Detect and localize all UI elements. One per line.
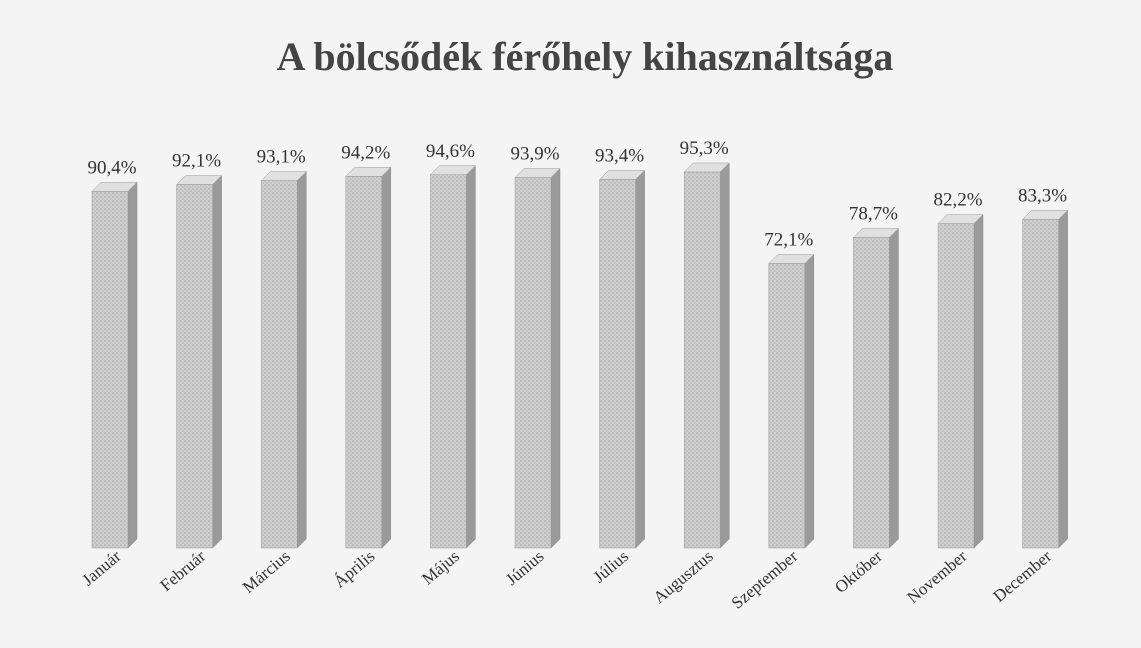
value-label: 82,2%	[933, 190, 982, 211]
bar	[260, 180, 298, 549]
bar-side	[973, 214, 984, 549]
bar-side	[466, 165, 476, 549]
value-label: 93,1%	[257, 147, 306, 168]
value-label: 92,1%	[172, 151, 221, 172]
bar	[683, 171, 721, 549]
chart-title: A bölcsődék férőhely kihasználtsága	[277, 34, 894, 79]
bar	[345, 176, 383, 549]
value-label: 95,3%	[680, 138, 729, 159]
value-label: 94,6%	[426, 141, 475, 162]
value-label: 83,3%	[1018, 185, 1067, 206]
bar	[937, 223, 975, 549]
bar	[768, 263, 806, 549]
bar-side	[1058, 209, 1068, 549]
value-label: 78,7%	[849, 203, 898, 224]
bar-side	[381, 166, 392, 549]
bar	[599, 179, 636, 549]
bar-side	[127, 181, 138, 549]
bar-side	[804, 253, 815, 549]
value-label: 90,4%	[87, 157, 136, 178]
value-label: 93,4%	[595, 145, 644, 166]
bar-side	[889, 227, 899, 549]
value-label: 72,1%	[764, 230, 813, 251]
bar	[91, 191, 129, 549]
bar-side	[635, 169, 645, 549]
bar-side	[296, 171, 307, 549]
value-label: 94,2%	[341, 142, 390, 163]
bar	[853, 237, 890, 549]
bar	[430, 174, 467, 549]
value-label: 93,9%	[510, 144, 559, 165]
bar	[514, 177, 552, 549]
bar-side	[719, 162, 730, 549]
bar-side	[212, 175, 222, 549]
bar	[1022, 219, 1059, 549]
bar	[176, 184, 213, 549]
bar-side	[550, 167, 561, 549]
